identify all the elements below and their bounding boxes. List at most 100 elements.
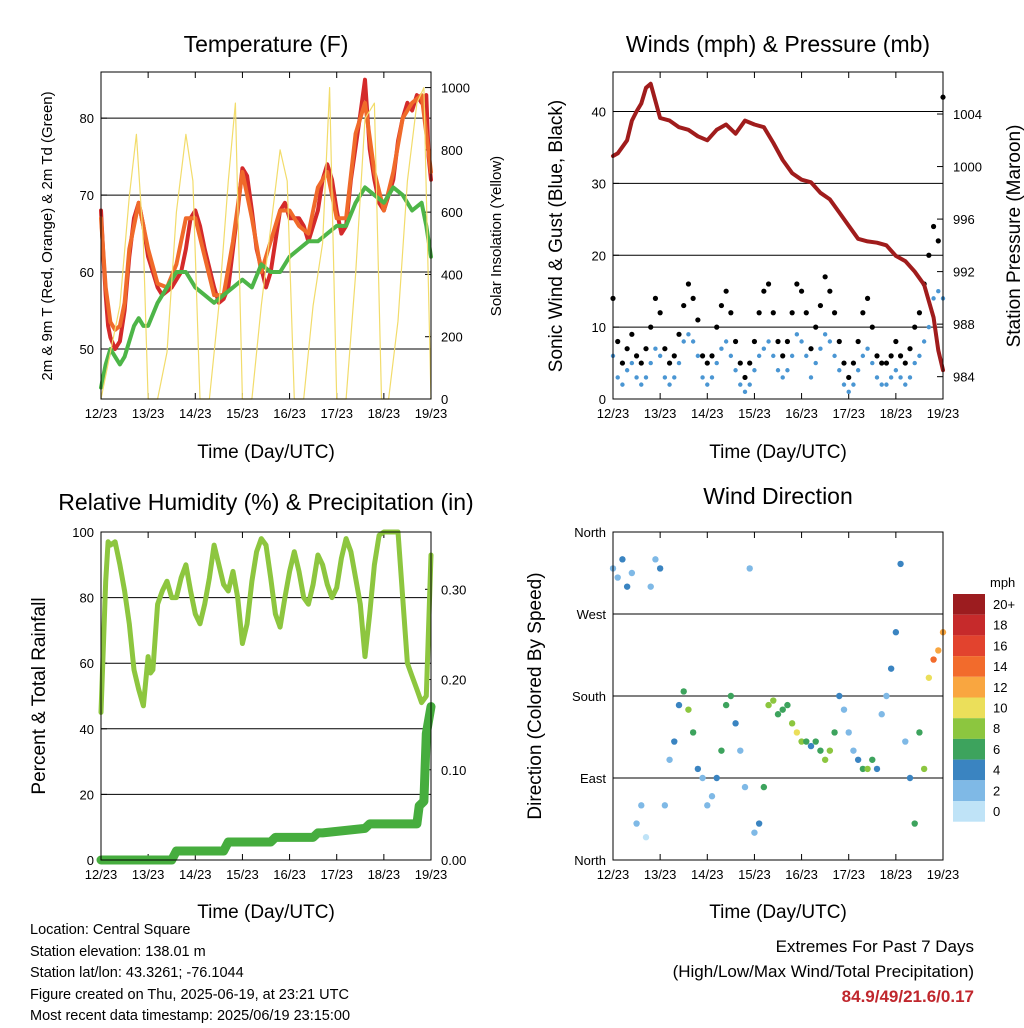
winds-title: Winds (mph) & Pressure (mb) — [626, 31, 930, 57]
humidity-frame — [100, 531, 432, 861]
wind-point — [804, 353, 809, 359]
wind-point — [789, 353, 795, 359]
wind-point — [643, 375, 649, 380]
colorbar-swatch — [953, 635, 985, 657]
x-tick-label: 15/23 — [226, 867, 259, 882]
wind-point — [719, 346, 724, 351]
gust-point — [643, 346, 649, 352]
direction-point — [902, 738, 909, 745]
x-tick-label: 17/23 — [320, 406, 353, 421]
y2-tick-label: 1000 — [953, 160, 982, 175]
wind-point — [921, 339, 927, 344]
y-tick-label: 80 — [80, 111, 94, 126]
y2-tick-label: 996 — [953, 212, 975, 227]
y-tick-label: 0 — [599, 392, 606, 407]
y2-tick-label: 0.10 — [441, 763, 466, 778]
direction-point — [883, 692, 890, 700]
y2-tick-label: 1000 — [441, 81, 470, 96]
direction-point — [708, 793, 716, 800]
x-tick-label: 13/23 — [132, 867, 165, 882]
direction-point — [878, 711, 885, 718]
direction-point — [840, 706, 848, 713]
gust-point — [888, 353, 894, 359]
y-tick-label: 80 — [80, 591, 94, 606]
gust-point — [690, 295, 696, 301]
gust-point — [836, 338, 842, 345]
gust-point — [813, 324, 819, 330]
gust-point — [855, 338, 861, 345]
direction-point — [836, 692, 843, 700]
x-tick-label: 14/23 — [179, 406, 212, 421]
series-line — [99, 93, 433, 332]
temperature-title: Temperature (F) — [184, 31, 349, 57]
temperature-frame — [100, 71, 432, 400]
gust-point — [907, 346, 913, 352]
gust-point — [798, 288, 805, 294]
y-tick-label: 40 — [592, 105, 606, 120]
direction-point — [920, 765, 928, 773]
y-tick-label: 60 — [80, 656, 94, 671]
gust-point — [841, 360, 847, 366]
temperature-xlabel: Time (Day/UTC) — [197, 442, 335, 463]
gust-point — [761, 288, 767, 294]
direction-point — [869, 756, 876, 763]
colorbar-label: 12 — [993, 680, 1007, 695]
direction-point — [821, 756, 829, 763]
direction-point — [892, 629, 900, 636]
y-tick-label: 60 — [80, 265, 94, 280]
colorbar-swatch — [953, 594, 985, 615]
wind-point — [846, 389, 851, 395]
gust-point — [662, 346, 668, 352]
gust-point — [652, 295, 659, 301]
wind-point — [709, 375, 715, 380]
gust-point — [747, 360, 753, 366]
station-elevation: Station elevation: 138.01 m — [30, 943, 206, 960]
gust-point — [869, 324, 875, 330]
y2-tick-label: 400 — [441, 267, 463, 282]
direction-point — [732, 720, 739, 727]
gust-point — [789, 310, 795, 316]
colorbar-swatch — [953, 738, 985, 760]
colorbar-label: 18 — [993, 618, 1007, 633]
humidity-title: Relative Humidity (%) & Precipitation (i… — [58, 489, 473, 515]
wind-point — [860, 353, 866, 359]
gust-point — [846, 374, 852, 381]
wind-point — [926, 324, 932, 330]
colorbar-swatch — [953, 656, 985, 677]
direction-title: Wind Direction — [703, 483, 853, 509]
direction-point — [704, 802, 711, 809]
direction-point — [873, 765, 881, 773]
direction-point — [788, 720, 796, 727]
x-tick-label: 18/23 — [368, 406, 401, 421]
wind-point — [822, 332, 828, 337]
wind-point — [728, 353, 734, 359]
colorbar-swatch — [953, 780, 985, 801]
winds-ylabel-right: Station Pressure (Maroon) — [1004, 125, 1024, 348]
wind-point — [907, 375, 913, 380]
x-tick-label: 19/23 — [927, 867, 960, 882]
colorbar-label: 4 — [993, 763, 1000, 778]
solar-line — [100, 86, 432, 400]
wind-point — [672, 375, 677, 380]
wind-point — [629, 360, 635, 366]
y2-tick-label: 984 — [953, 370, 975, 385]
gust-point — [695, 317, 701, 323]
direction-point — [647, 583, 654, 590]
temperature-panel: Temperature (F) 506070800200400600800100… — [39, 31, 505, 463]
wind-point — [936, 288, 941, 294]
direction-point — [774, 711, 782, 718]
direction-point — [694, 765, 702, 773]
colorbar-swatch — [953, 801, 985, 822]
direction-point — [854, 756, 862, 763]
direction-point — [675, 701, 683, 709]
gust-point — [864, 295, 871, 301]
direction-point — [638, 802, 645, 809]
direction-point — [916, 729, 923, 736]
direction-point — [911, 820, 918, 827]
wind-point — [705, 382, 710, 387]
colorbar-swatch — [953, 614, 985, 636]
colorbar-unit: mph — [990, 575, 1015, 590]
x-tick-label: 18/23 — [880, 406, 913, 421]
direction-point — [685, 706, 692, 713]
